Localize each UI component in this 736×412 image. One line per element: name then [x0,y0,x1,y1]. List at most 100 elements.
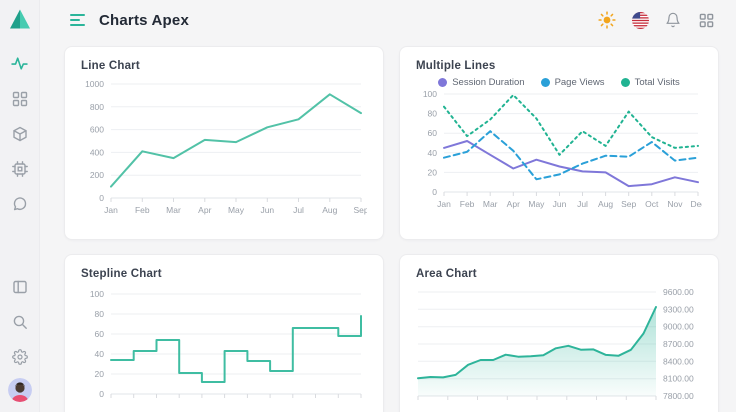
svg-text:Jul: Jul [577,199,588,209]
bell-icon [666,12,680,28]
line-chart-card: Line Chart 0 200 400 600 800 1000 Jan Feb Mar Apr… [64,46,384,240]
line-chart[interactable]: 0 200 400 600 800 1000 Jan Feb Mar Apr May Jun Jul Au… [81,78,369,233]
svg-text:100: 100 [423,90,437,99]
svg-text:80: 80 [428,109,438,119]
svg-text:May: May [228,205,245,215]
svg-text:Jun: Jun [553,199,567,209]
svg-text:Sep: Sep [353,205,367,215]
svg-text:Dec: Dec [690,199,702,209]
multiple-lines-card: Multiple Lines Session Duration Page Vie… [399,46,719,240]
grid-icon [12,91,27,106]
card-title-multiple-lines: Multiple Lines [416,60,496,72]
sidebar-item-dashboard[interactable] [6,85,34,113]
svg-text:20: 20 [428,167,438,177]
svg-text:0: 0 [99,389,104,399]
svg-text:1000: 1000 [85,79,104,89]
svg-text:40: 40 [428,148,438,158]
area-chart[interactable]: 7800.00 8100.00 8400.00 8700.00 9000.00 9300.… [416,286,702,412]
svg-text:Mar: Mar [166,205,181,215]
settings-gear-icon [11,348,28,365]
legend-dot-icon [540,78,550,87]
menu-toggle-button[interactable] [70,14,85,26]
card-title-area-chart: Area Chart [416,268,477,280]
svg-text:8400.00: 8400.00 [663,356,694,366]
page-title: Charts Apex [99,11,190,29]
sidebar-item-charts[interactable] [6,50,34,78]
layout-panel-icon [12,280,27,293]
svg-text:100: 100 [90,289,104,299]
svg-text:May: May [528,199,545,209]
user-avatar[interactable] [7,378,32,402]
svg-text:Jul: Jul [293,205,304,215]
apps-grid-icon [699,13,713,27]
svg-text:8100.00: 8100.00 [663,374,694,384]
apps-launcher-button[interactable] [696,10,716,30]
legend-dot-icon [438,78,448,87]
avatar-image [7,378,32,402]
svg-text:Feb: Feb [460,199,475,209]
sidebar-item-system[interactable] [6,155,34,183]
main-content: Line Chart 0 200 400 600 800 1000 Jan Feb Mar Apr… [40,40,736,412]
svg-text:0: 0 [432,187,437,197]
area-chart-card: Area Chart 7800.00 8100.00 8400.00 8700.00 9… [399,254,719,412]
multiple-lines-chart[interactable]: 0 20 40 60 80 100 Jan Feb Mar Apr May Jun Jul Aug Sep O… [416,89,706,223]
svg-text:Nov: Nov [667,199,683,209]
sidebar-item-messages[interactable] [6,190,34,218]
language-button[interactable] [630,10,650,30]
svg-text:Aug: Aug [598,199,613,209]
svg-text:600: 600 [90,125,104,135]
triangle-logo-icon [9,9,30,29]
cube-icon [12,126,27,141]
topbar: Charts Apex [40,0,736,40]
svg-text:7800.00: 7800.00 [663,391,694,401]
sidebar [0,0,40,412]
svg-text:Aug: Aug [322,205,337,215]
search-icon [13,315,27,329]
notifications-button[interactable] [663,10,683,30]
legend-item-total-visits[interactable]: Total Visits [620,77,680,88]
app-logo[interactable] [8,8,32,30]
sidebar-item-components[interactable] [6,120,34,148]
us-flag-icon [631,11,649,29]
svg-text:Apr: Apr [507,199,520,209]
card-title-line-chart: Line Chart [81,60,140,72]
svg-text:0: 0 [99,193,104,203]
svg-text:20: 20 [95,369,105,379]
svg-text:800: 800 [90,102,104,112]
svg-text:Jan: Jan [104,205,118,215]
svg-text:200: 200 [90,170,104,180]
legend-dot-icon [620,78,630,87]
svg-text:400: 400 [90,147,104,157]
sidebar-item-search[interactable] [6,308,34,336]
topbar-actions [597,10,716,30]
svg-text:9600.00: 9600.00 [663,287,694,297]
sun-icon [598,11,616,29]
svg-text:Jan: Jan [437,199,451,209]
svg-text:Oct: Oct [645,199,659,209]
svg-text:Apr: Apr [198,205,211,215]
svg-text:Mar: Mar [483,199,498,209]
activity-icon [11,57,28,70]
svg-text:Jun: Jun [260,205,274,215]
chip-icon [11,160,28,177]
svg-text:Sep: Sep [621,199,636,209]
svg-text:60: 60 [95,329,105,339]
stepline-chart-card: Stepline Chart 0 20 40 60 80 100 [64,254,384,412]
svg-text:9300.00: 9300.00 [663,304,694,314]
stepline-chart[interactable]: 0 20 40 60 80 100 [81,286,367,412]
card-title-stepline-chart: Stepline Chart [81,268,162,280]
legend-item-session-duration[interactable]: Session Duration [438,77,525,88]
svg-text:Feb: Feb [135,205,150,215]
chart-legend: Session Duration Page Views Total Visits [416,77,702,88]
chat-bubble-icon [13,196,26,210]
hamburger-icon [70,14,85,16]
svg-text:80: 80 [95,309,105,319]
theme-toggle-button[interactable] [597,10,617,30]
svg-text:8700.00: 8700.00 [663,339,694,349]
sidebar-item-settings[interactable] [6,343,34,371]
svg-text:40: 40 [95,349,105,359]
legend-item-page-views[interactable]: Page Views [540,77,605,88]
sidebar-item-layout[interactable] [6,273,34,301]
svg-text:9000.00: 9000.00 [663,322,694,332]
svg-text:60: 60 [428,128,438,138]
